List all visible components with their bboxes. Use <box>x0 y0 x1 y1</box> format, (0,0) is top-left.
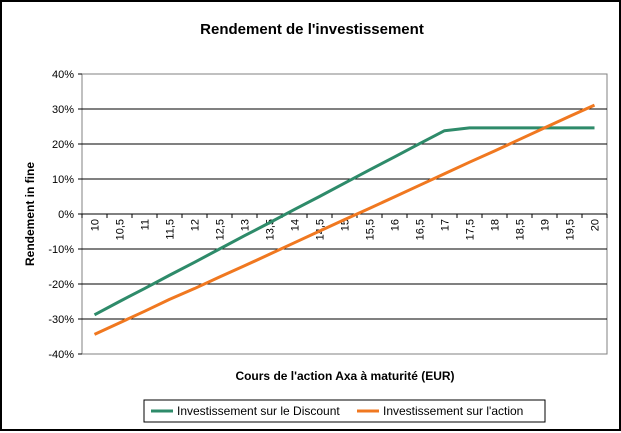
x-tick-label: 20 <box>590 219 602 231</box>
x-tick-label: 19,5 <box>565 219 577 240</box>
x-tick-label: 18 <box>490 219 502 231</box>
y-tick-label: 30% <box>52 104 74 116</box>
x-axis-title: Cours de l'action Axa à maturité (EUR) <box>235 369 454 383</box>
x-axis-ticks: 10 10,5 11 11,5 12 12,5 13 13,5 14 14,5 15 15,5 16 16… <box>81 213 608 240</box>
chart-title: Rendement de l'investissement <box>200 21 424 38</box>
y-tick-label: 40% <box>52 69 74 81</box>
y-tick-label: -10% <box>48 244 74 256</box>
y-tick-label: 20% <box>52 139 74 151</box>
legend: Investissement sur le Discount Investiss… <box>143 399 546 423</box>
x-tick-label: 17 <box>440 219 452 231</box>
legend-label-action: Investissement sur l'action <box>383 404 523 418</box>
x-tick-label: 19 <box>540 219 552 231</box>
x-tick-label: 16,5 <box>415 219 427 240</box>
y-tick-label: -20% <box>48 279 74 291</box>
x-tick-label: 11 <box>140 219 152 230</box>
y-tick-label: -40% <box>48 349 74 361</box>
x-tick-label: 10 <box>90 219 102 231</box>
x-tick-label: 18,5 <box>515 219 527 240</box>
legend-label-discount: Investissement sur le Discount <box>177 404 340 418</box>
y-tick-label: 0% <box>58 209 74 221</box>
series-line-discount <box>93 126 595 317</box>
x-tick-label: 16 <box>390 219 402 231</box>
y-tick-label: 10% <box>52 174 74 186</box>
legend-box <box>143 399 546 423</box>
series-line-action <box>93 103 596 336</box>
x-tick-label: 11,5 <box>165 219 177 240</box>
x-tick-label: 15,5 <box>365 219 377 240</box>
series-layer <box>93 103 596 336</box>
y-axis-ticks: -40% -30% -20% -10% 0% 10% 20% 30% 40% <box>48 69 82 361</box>
y-tick-label: -30% <box>48 314 74 326</box>
x-tick-label: 14 <box>290 219 302 231</box>
y-axis-title: Rendement in fine <box>23 162 37 266</box>
x-tick-label: 10,5 <box>115 219 127 240</box>
gridlines <box>82 108 607 320</box>
x-tick-label: 17,5 <box>465 219 477 240</box>
x-tick-label: 12,5 <box>215 219 227 240</box>
x-tick-label: 13 <box>240 219 252 231</box>
x-tick-label: 12 <box>190 219 202 231</box>
